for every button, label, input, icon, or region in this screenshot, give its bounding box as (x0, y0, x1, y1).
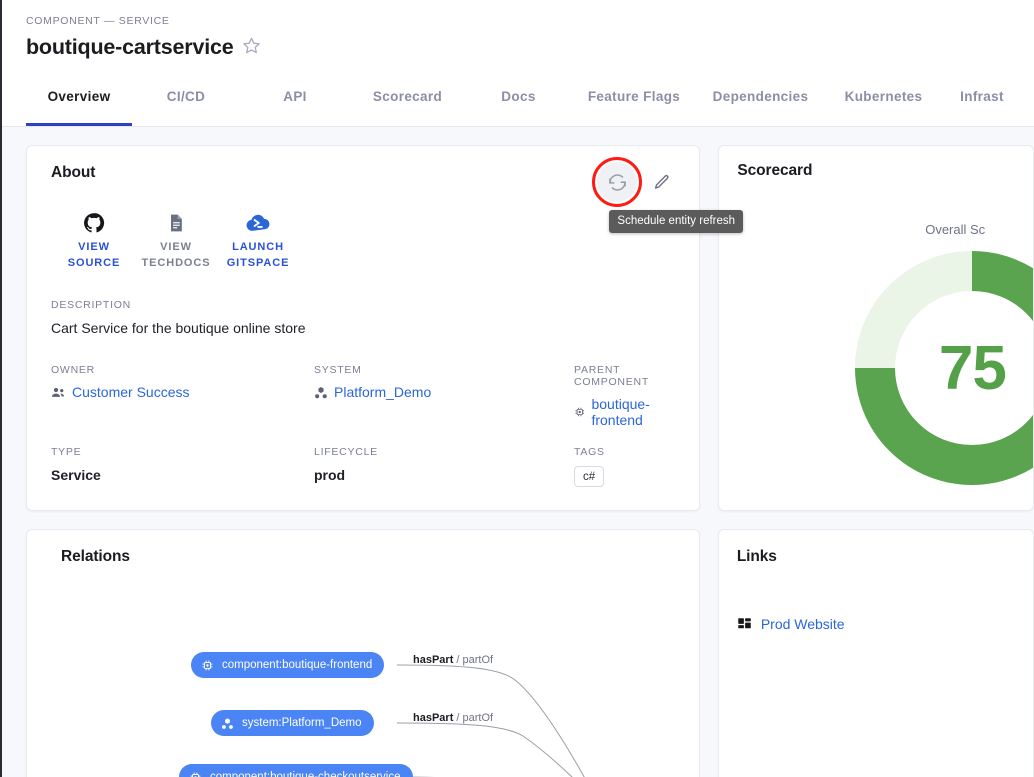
tags-field: TAGS c# (574, 446, 681, 488)
link-item[interactable]: Prod Website (737, 616, 1033, 632)
relation-node-label: system:Platform_Demo (242, 717, 362, 729)
page-title: boutique-cartservice (26, 34, 234, 59)
scorecard-title: Scorecard (737, 162, 813, 179)
component-chip-icon (190, 772, 201, 777)
system-hierarchy-icon (315, 386, 327, 398)
tab-docs[interactable]: Docs (501, 89, 536, 104)
links-card: Links Prod Website (717, 529, 1034, 777)
view-techdocs-label: VIEW TECHDOCS (141, 241, 211, 269)
edge-inverse: partOf (462, 712, 494, 724)
edge-label: hasPart / partOf (413, 654, 493, 666)
relations-graph: component:boutique-frontend system:Platf… (45, 576, 699, 777)
relation-node[interactable]: component:boutique-checkoutservice (179, 764, 413, 777)
schedule-entity-refresh-button[interactable] (597, 162, 638, 202)
parent-component-field: PARENT COMPONENT boutique-frontend (574, 364, 681, 428)
about-card: About S (26, 145, 744, 511)
document-icon (171, 214, 182, 232)
gauge-donut-icon (855, 251, 1034, 485)
overall-score-value: 75 (938, 333, 1007, 403)
owner-label: OWNER (51, 364, 95, 377)
type-label: TYPE (51, 446, 82, 459)
launch-gitspace-link[interactable]: LAUNCH GITSPACE (217, 212, 299, 271)
overall-score-label: Overall Sc (925, 222, 986, 237)
system-value[interactable]: Platform_Demo (334, 384, 432, 401)
tab-infrastructure[interactable]: Infrast (960, 89, 1004, 104)
relations-card: Relations component:boutique-fronte (26, 529, 700, 777)
tab-feature-flags[interactable]: Feature Flags (587, 89, 681, 104)
view-source-link[interactable]: VIEW SOURCE (53, 212, 135, 271)
parent-component-label: PARENT COMPONENT (574, 364, 649, 389)
system-label: SYSTEM (314, 364, 362, 377)
relation-node-label: component:boutique-frontend (222, 659, 373, 671)
relation-node[interactable]: component:boutique-frontend (191, 652, 385, 678)
relation-node[interactable]: system:Platform_Demo (211, 710, 374, 736)
about-header: About S (39, 157, 744, 233)
star-outline-icon[interactable] (242, 36, 261, 60)
gitspace-cloud-icon (246, 214, 270, 231)
type-value: Service (51, 467, 101, 484)
description-label: DESCRIPTION (51, 299, 132, 312)
edit-entity-button[interactable] (641, 162, 681, 202)
metadata-grid: OWNER Customer Success SYSTEM (39, 336, 681, 488)
dashboard-grid-icon (738, 617, 751, 628)
parent-component-value[interactable]: boutique-frontend (591, 396, 650, 429)
edge-separator: / (453, 712, 463, 724)
about-actions: Schedule entity refresh (592, 157, 744, 233)
overall-score-gauge: 75 (855, 251, 1034, 485)
tab-kubernetes[interactable]: Kubernetes (844, 89, 923, 104)
lifecycle-field: LIFECYCLE prod (314, 446, 574, 487)
tab-bar: Overview CI/CD API Scorecard Docs Featur… (2, 67, 1034, 127)
scorecard-card: Scorecard Overall Sc 75 (718, 145, 1034, 511)
edge-relation: hasPart (413, 712, 454, 724)
tags-label: TAGS (574, 446, 605, 459)
description-value: Cart Service for the boutique online sto… (51, 320, 306, 337)
tab-overview[interactable]: Overview (26, 67, 132, 126)
github-icon (84, 213, 105, 233)
owner-field: OWNER Customer Success (51, 364, 314, 428)
type-field: TYPE Service (51, 446, 314, 487)
system-hierarchy-icon (222, 717, 233, 729)
view-source-label: VIEW SOURCE (67, 241, 121, 269)
edge-relation: hasPart (413, 654, 454, 666)
tab-cicd[interactable]: CI/CD (166, 89, 206, 104)
component-chip-icon (202, 660, 213, 670)
tooltip-schedule-entity-refresh: Schedule entity refresh (609, 210, 744, 233)
edge-inverse: partOf (462, 654, 494, 666)
relation-node-label: component:boutique-checkoutservice (210, 771, 401, 777)
description-block: DESCRIPTION Cart Service for the boutiqu… (39, 271, 681, 336)
edge-label: hasPart / partOf (413, 712, 493, 724)
relations-title: Relations (61, 548, 130, 565)
component-chip-icon (575, 407, 585, 417)
lifecycle-label: LIFECYCLE (314, 446, 378, 459)
row-bottom: Relations component:boutique-fronte (26, 529, 1034, 777)
about-title: About (51, 164, 96, 181)
links-title: Links (736, 548, 777, 565)
title-row: boutique-cartservice (26, 34, 1034, 60)
relations-edges (396, 664, 585, 777)
owner-value[interactable]: Customer Success (72, 384, 190, 401)
quick-links: VIEW SOURCE VIEW TECHDOCS (39, 202, 681, 271)
tab-dependencies[interactable]: Dependencies (712, 89, 809, 104)
lifecycle-value: prod (314, 467, 346, 484)
page-header: COMPONENT — SERVICE boutique-cartservice (2, 0, 1034, 67)
edge-separator: / (453, 654, 463, 666)
view-techdocs-link[interactable]: VIEW TECHDOCS (135, 212, 217, 271)
row-top: About S (26, 145, 1034, 511)
system-field: SYSTEM Platform_Demo (314, 364, 574, 428)
link-label[interactable]: Prod Website (760, 616, 845, 632)
breadcrumb: COMPONENT — SERVICE (26, 15, 170, 27)
launch-gitspace-label: LAUNCH GITSPACE (226, 241, 290, 269)
tab-scorecard[interactable]: Scorecard (372, 89, 443, 104)
tab-api[interactable]: API (283, 89, 307, 104)
page-content: About S (2, 127, 1034, 777)
tag-chip[interactable]: c# (574, 466, 605, 488)
group-icon (52, 387, 64, 397)
